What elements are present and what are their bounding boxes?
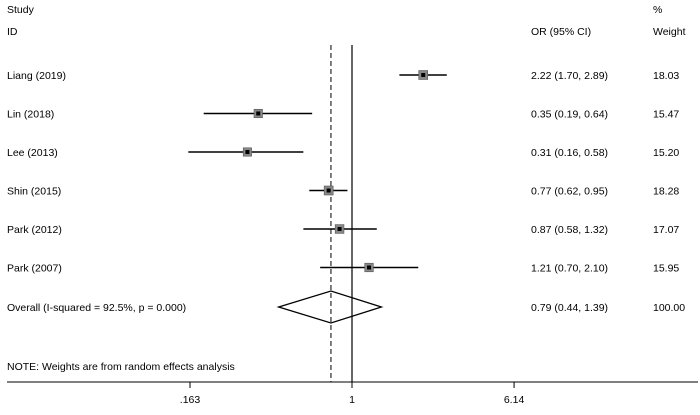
x-axis-ticks: .163 1 6.14: [180, 382, 525, 406]
point-estimate: [245, 150, 250, 154]
study-label: Park (2007): [7, 263, 62, 275]
weight-value: 15.20: [653, 147, 679, 159]
header-weight-label: Weight: [653, 26, 686, 38]
overall-row: Overall (I-squared = 92.5%, p = 0.000) 0…: [7, 290, 685, 324]
weight-value: 15.47: [653, 109, 679, 121]
weight-value: 18.03: [653, 70, 679, 82]
ci-text: 0.31 (0.16, 0.58): [531, 147, 608, 159]
weight-value: 18.28: [653, 186, 679, 198]
ci-text: 2.22 (1.70, 2.89): [531, 70, 608, 82]
overall-ci-text: 0.79 (0.44, 1.39): [531, 302, 608, 314]
overall-diamond: [276, 290, 384, 324]
x-tick-label: 1: [349, 394, 355, 406]
x-tick-label: .163: [180, 394, 201, 406]
header-id-label: ID: [7, 26, 18, 38]
weight-value: 17.07: [653, 224, 679, 236]
point-estimate: [326, 188, 331, 193]
point-estimate: [367, 265, 372, 270]
study-row: Park (2012) 0.87 (0.58, 1.32) 17.07: [7, 224, 679, 236]
study-row: Park (2007) 1.21 (0.70, 2.10) 15.95: [7, 263, 679, 275]
point-estimate: [337, 227, 342, 231]
ci-text: 0.35 (0.19, 0.64): [531, 109, 608, 121]
footnote: NOTE: Weights are from random effects an…: [7, 361, 235, 373]
overall-label: Overall (I-squared = 92.5%, p = 0.000): [7, 302, 186, 314]
header-study-label: Study: [7, 4, 35, 16]
study-label: Park (2012): [7, 224, 62, 236]
header-effect-label: OR (95% CI): [531, 26, 591, 38]
point-estimate: [256, 111, 261, 116]
study-row: Lin (2018) 0.35 (0.19, 0.64) 15.47: [7, 109, 679, 121]
study-rows: Liang (2019) 2.22 (1.70, 2.89) 18.03 Lin (2…: [7, 70, 679, 275]
overall-weight: 100.00: [653, 302, 685, 314]
study-label: Lin (2018): [7, 109, 54, 121]
study-row: Shin (2015) 0.77 (0.62, 0.95) 18.28: [7, 186, 679, 198]
ci-text: 0.77 (0.62, 0.95): [531, 186, 608, 198]
ci-text: 1.21 (0.70, 2.10): [531, 263, 608, 275]
study-row: Liang (2019) 2.22 (1.70, 2.89) 18.03: [7, 70, 679, 82]
ci-text: 0.87 (0.58, 1.32): [531, 224, 608, 236]
header-weight-percent: %: [653, 4, 662, 16]
study-label: Liang (2019): [7, 70, 66, 82]
study-row: Lee (2013) 0.31 (0.16, 0.58) 15.20: [7, 147, 679, 159]
point-estimate: [421, 73, 426, 77]
x-tick-label: 6.14: [504, 394, 525, 406]
study-label: Lee (2013): [7, 147, 58, 159]
study-label: Shin (2015): [7, 186, 61, 198]
weight-value: 15.95: [653, 263, 679, 275]
